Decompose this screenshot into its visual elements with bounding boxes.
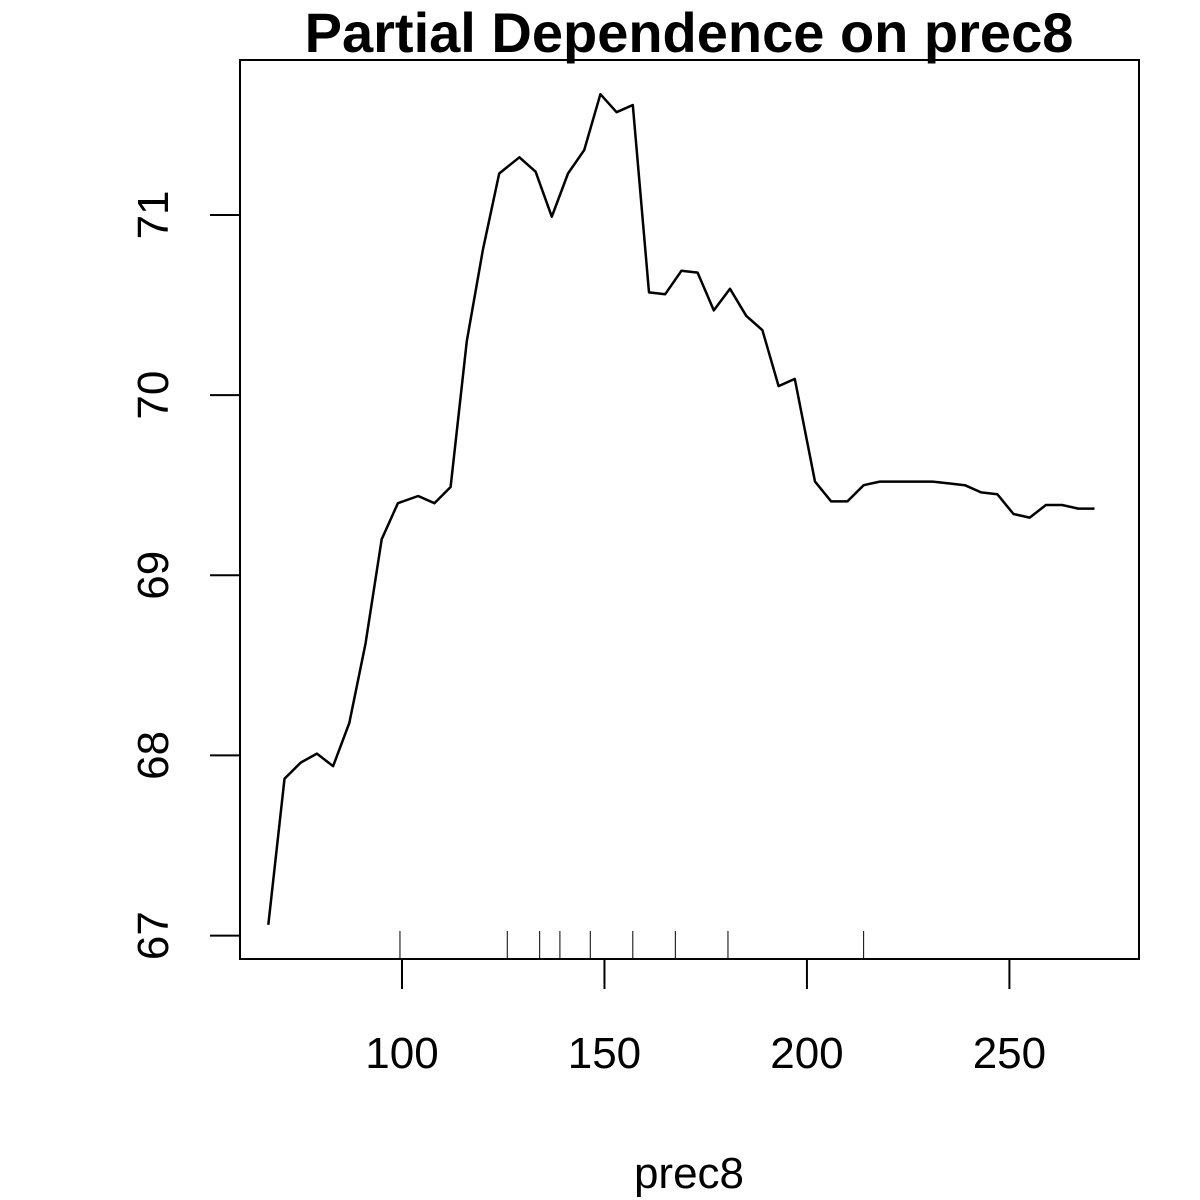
y-axis: 67 68 69 70 71 — [129, 190, 241, 960]
x-tick-label: 250 — [973, 1029, 1046, 1078]
y-tick-label: 67 — [129, 911, 178, 960]
series-line — [267, 92, 1095, 925]
y-tick-label: 68 — [129, 731, 178, 780]
x-axis-label: prec8 — [634, 1149, 744, 1198]
chart-title: Partial Dependence on prec8 — [305, 1, 1074, 64]
rug-marks — [399, 931, 865, 959]
y-tick-label: 71 — [129, 190, 178, 239]
x-axis: 100 150 200 250 — [365, 958, 1046, 1078]
x-tick-label: 100 — [365, 1029, 438, 1078]
y-tick-label: 69 — [129, 551, 178, 600]
x-tick-label: 150 — [568, 1029, 641, 1078]
plot-frame — [239, 59, 1140, 960]
x-tick-label: 200 — [770, 1029, 843, 1078]
y-tick-label: 70 — [129, 371, 178, 420]
series-layer — [267, 92, 1095, 925]
